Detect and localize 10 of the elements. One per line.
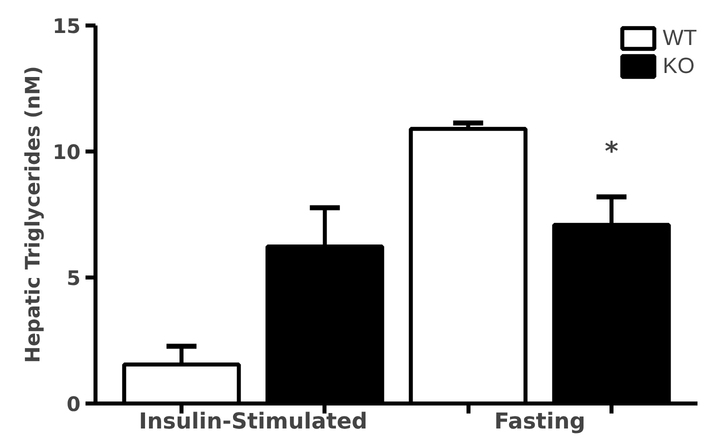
- y-tick-label: 10: [52, 140, 81, 164]
- x-tick-label: Insulin-Stimulated: [138, 410, 368, 434]
- legend-label: WT: [662, 25, 697, 51]
- y-tick-label: 0: [66, 392, 81, 416]
- y-axis-title: Hepatic Triglycerides (nM): [20, 66, 45, 364]
- legend-label: KO: [662, 53, 695, 79]
- y-tick-label: 15: [52, 14, 81, 38]
- y-tick-label: 5: [66, 266, 81, 290]
- x-tick-label: Fasting: [494, 410, 586, 434]
- annotation: *: [604, 136, 619, 167]
